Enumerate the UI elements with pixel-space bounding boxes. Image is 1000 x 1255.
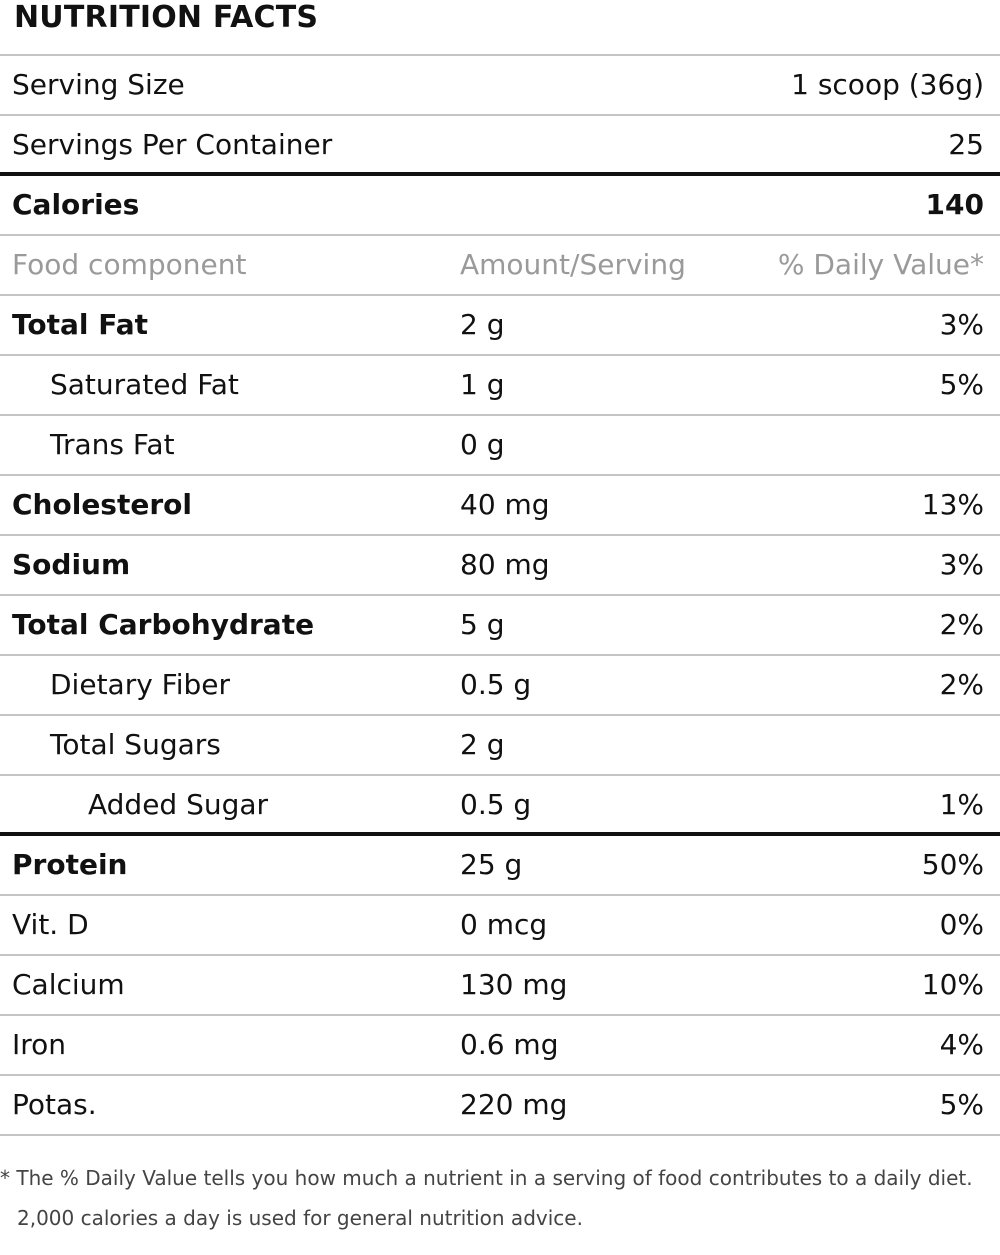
nutrient-row-trans-fat: Trans Fat 0 g <box>0 416 1000 476</box>
nutrient-amount: 0.5 g <box>460 788 532 821</box>
nutrient-amount: 220 mg <box>460 1088 568 1121</box>
header-food-component: Food component <box>12 248 247 281</box>
nutrient-amount: 0 mcg <box>460 908 548 941</box>
nutrient-daily-value: 1% <box>939 788 984 821</box>
servings-per-container-value: 25 <box>948 128 984 161</box>
nutrient-amount: 40 mg <box>460 488 550 521</box>
nutrient-amount: 2 g <box>460 308 505 341</box>
serving-size-row: Serving Size 1 scoop (36g) <box>0 56 1000 116</box>
serving-size-label: Serving Size <box>12 68 185 101</box>
nutrient-daily-value: 3% <box>939 548 984 581</box>
nutrient-row-saturated-fat: Saturated Fat 1 g 5% <box>0 356 1000 416</box>
nutrient-name: Cholesterol <box>12 488 192 521</box>
nutrient-amount: 25 g <box>460 848 523 881</box>
nutrient-row-dietary-fiber: Dietary Fiber 0.5 g 2% <box>0 656 1000 716</box>
calories-label: Calories <box>12 188 140 221</box>
nutrient-row-vitamin-d: Vit. D 0 mcg 0% <box>0 896 1000 956</box>
column-header-row: Food component Amount/Serving % Daily Va… <box>0 236 1000 296</box>
servings-per-container-label: Servings Per Container <box>12 128 333 161</box>
nutrient-daily-value: 0% <box>939 908 984 941</box>
serving-size-value: 1 scoop (36g) <box>791 68 984 101</box>
nutrient-name: Iron <box>12 1028 67 1061</box>
nutrient-name: Dietary Fiber <box>50 668 231 701</box>
nutrient-daily-value: 2% <box>939 668 984 701</box>
nutrient-daily-value: 3% <box>939 308 984 341</box>
nutrient-row-added-sugar: Added Sugar 0.5 g 1% <box>0 776 1000 836</box>
nutrition-table: Serving Size 1 scoop (36g) Servings Per … <box>0 54 1000 1136</box>
nutrient-daily-value: 13% <box>921 488 984 521</box>
nutrient-name: Saturated Fat <box>50 368 239 401</box>
nutrient-daily-value: 2% <box>939 608 984 641</box>
nutrient-row-calcium: Calcium 130 mg 10% <box>0 956 1000 1016</box>
nutrient-amount: 130 mg <box>460 968 568 1001</box>
nutrient-daily-value: 5% <box>939 368 984 401</box>
nutrient-row-total-sugars: Total Sugars 2 g <box>0 716 1000 776</box>
footnote-line-1: * The % Daily Value tells you how much a… <box>0 1166 973 1190</box>
nutrient-amount: 0 g <box>460 428 505 461</box>
nutrient-name: Total Fat <box>12 308 149 341</box>
nutrient-name: Added Sugar <box>88 788 269 821</box>
page-title: NUTRITION FACTS <box>14 0 319 35</box>
nutrient-amount: 5 g <box>460 608 505 641</box>
nutrient-daily-value: 4% <box>939 1028 984 1061</box>
servings-per-container-row: Servings Per Container 25 <box>0 116 1000 176</box>
nutrient-row-protein: Protein 25 g 50% <box>0 836 1000 896</box>
nutrient-name: Total Carbohydrate <box>12 608 315 641</box>
nutrient-amount: 80 mg <box>460 548 550 581</box>
calories-value: 140 <box>925 188 984 221</box>
nutrient-name: Potas. <box>12 1088 97 1121</box>
nutrient-row-cholesterol: Cholesterol 40 mg 13% <box>0 476 1000 536</box>
nutrient-daily-value: 5% <box>939 1088 984 1121</box>
daily-value-footnote: * The % Daily Value tells you how much a… <box>0 1158 1000 1238</box>
nutrient-name: Vit. D <box>12 908 89 941</box>
nutrient-daily-value: 10% <box>921 968 984 1001</box>
nutrient-amount: 0.6 mg <box>460 1028 559 1061</box>
nutrient-name: Calcium <box>12 968 125 1001</box>
nutrient-row-total-carbohydrate: Total Carbohydrate 5 g 2% <box>0 596 1000 656</box>
calories-row: Calories 140 <box>0 176 1000 236</box>
nutrient-row-total-fat: Total Fat 2 g 3% <box>0 296 1000 356</box>
nutrient-amount: 2 g <box>460 728 505 761</box>
nutrient-daily-value: 50% <box>921 848 984 881</box>
nutrient-name: Total Sugars <box>50 728 221 761</box>
nutrient-row-iron: Iron 0.6 mg 4% <box>0 1016 1000 1076</box>
nutrient-amount: 1 g <box>460 368 505 401</box>
nutrient-name: Trans Fat <box>50 428 175 461</box>
footnote-line-2: 2,000 calories a day is used for general… <box>17 1206 583 1230</box>
header-amount-per-serving: Amount/Serving <box>460 248 686 281</box>
nutrient-name: Sodium <box>12 548 131 581</box>
header-daily-value: % Daily Value* <box>777 248 984 281</box>
nutrient-name: Protein <box>12 848 128 881</box>
nutrient-row-sodium: Sodium 80 mg 3% <box>0 536 1000 596</box>
nutrient-amount: 0.5 g <box>460 668 532 701</box>
nutrient-row-potassium: Potas. 220 mg 5% <box>0 1076 1000 1136</box>
